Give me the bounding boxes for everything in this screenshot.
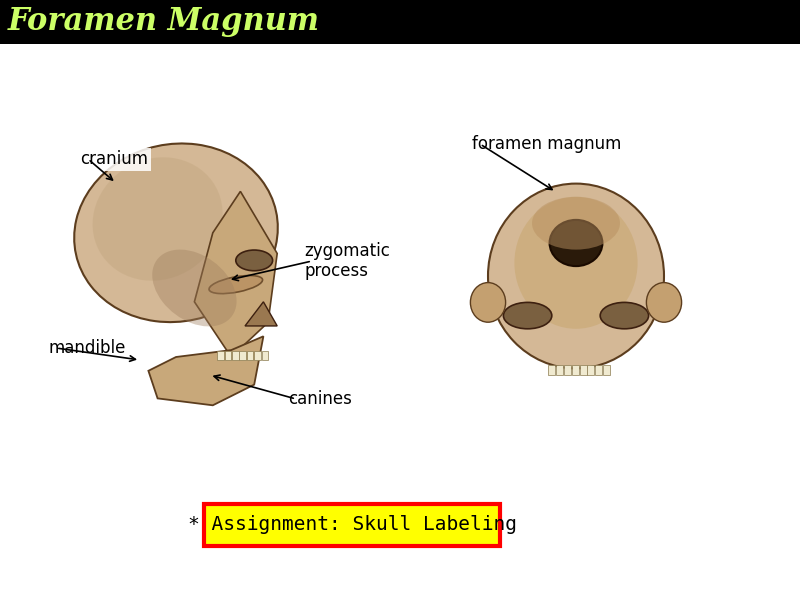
Ellipse shape <box>488 184 664 368</box>
Bar <box>595 365 602 375</box>
Ellipse shape <box>514 197 638 329</box>
Polygon shape <box>245 302 278 326</box>
Bar <box>603 365 610 375</box>
Ellipse shape <box>152 250 237 326</box>
Text: canines: canines <box>288 390 352 408</box>
Text: foramen magnum: foramen magnum <box>472 135 622 153</box>
Ellipse shape <box>74 143 278 322</box>
Bar <box>556 365 563 375</box>
Ellipse shape <box>236 250 273 271</box>
FancyBboxPatch shape <box>204 504 500 546</box>
Polygon shape <box>194 191 278 357</box>
Ellipse shape <box>503 302 552 329</box>
Ellipse shape <box>93 157 222 281</box>
Bar <box>239 352 246 361</box>
Bar <box>571 365 578 375</box>
Text: * Assignment: Skull Labeling: * Assignment: Skull Labeling <box>187 515 517 535</box>
Bar <box>225 352 231 361</box>
Ellipse shape <box>600 302 649 329</box>
Ellipse shape <box>550 220 602 266</box>
Bar <box>548 365 555 375</box>
Bar <box>232 352 238 361</box>
FancyBboxPatch shape <box>0 0 800 44</box>
Bar <box>564 365 570 375</box>
Bar <box>262 352 268 361</box>
Bar <box>579 365 586 375</box>
Text: zygomatic
process: zygomatic process <box>304 242 390 280</box>
Bar <box>247 352 254 361</box>
Ellipse shape <box>646 283 682 322</box>
Bar <box>254 352 261 361</box>
Ellipse shape <box>209 275 262 293</box>
Polygon shape <box>149 336 263 406</box>
Bar <box>587 365 594 375</box>
Ellipse shape <box>532 197 620 250</box>
Text: Foramen Magnum: Foramen Magnum <box>8 7 320 37</box>
Text: cranium: cranium <box>80 150 148 168</box>
Bar <box>218 352 224 361</box>
Text: mandible: mandible <box>48 339 126 357</box>
Ellipse shape <box>470 283 506 322</box>
